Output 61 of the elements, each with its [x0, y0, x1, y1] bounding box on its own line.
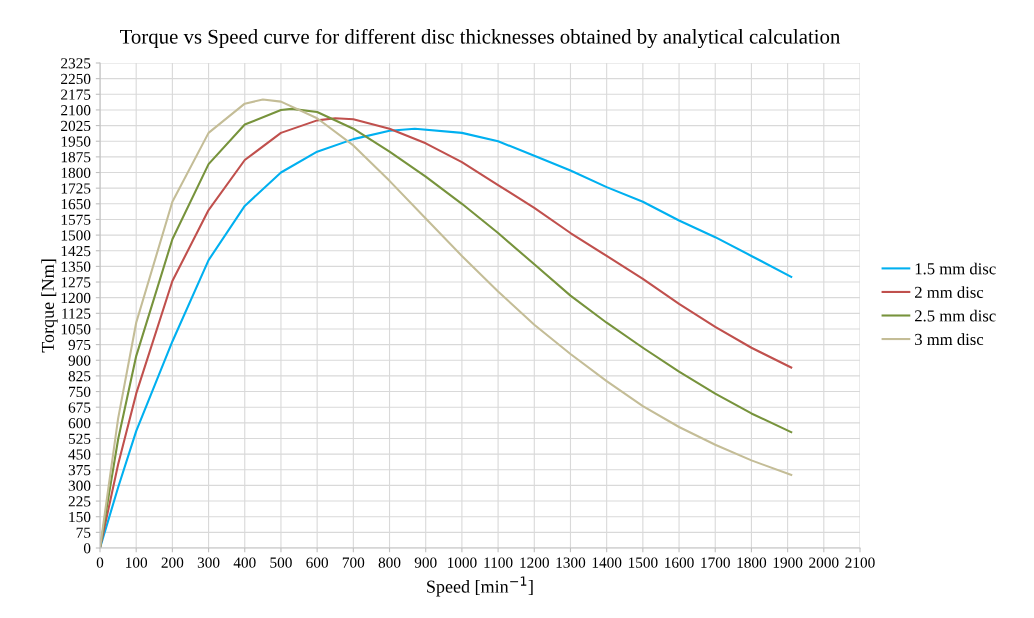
- x-tick-label: 300: [197, 557, 220, 568]
- x-tick-label: 2100: [845, 557, 875, 568]
- y-tick-label: 1050: [61, 324, 91, 335]
- y-tick-label: 2250: [61, 73, 91, 85]
- x-tick-label: 0: [96, 557, 104, 568]
- y-tick-label: 2100: [61, 105, 91, 116]
- y-tick-label: 1125: [62, 308, 91, 319]
- x-tick-label: 1300: [556, 557, 586, 568]
- y-tick-label: 75: [76, 527, 91, 538]
- y-tick-label: 975: [68, 339, 91, 351]
- y-tick-label: 2025: [61, 120, 91, 132]
- x-axis-title: Speed [min$^{−1}$]: [427, 576, 533, 597]
- x-tick-label: 1700: [701, 557, 730, 568]
- y-axis-title: Torque [Nm]: [41, 259, 58, 353]
- legend-label: 3 mm disc: [915, 333, 984, 346]
- y-tick-label: 2175: [61, 89, 91, 100]
- x-tick-label: 1100: [484, 557, 513, 568]
- y-tick-label: 1650: [61, 198, 91, 210]
- chart-title: Torque vs Speed curve for different disc thicknesses obtained by analytical calculation: [120, 28, 841, 49]
- y-tick-label: 1800: [61, 167, 91, 178]
- x-tick-label: 1600: [665, 557, 694, 568]
- y-tick-label: 225: [68, 496, 91, 507]
- x-tick-label: 1900: [773, 557, 803, 568]
- y-tick-label: 450: [68, 449, 91, 460]
- x-tick-label: 1800: [737, 557, 767, 568]
- y-tick-label: 1200: [61, 292, 91, 304]
- legend-label: 2.5 mm disc: [915, 309, 996, 322]
- y-tick-label: 300: [68, 480, 91, 491]
- y-tick-label: 1500: [61, 230, 91, 241]
- x-tick-label: 800: [378, 557, 401, 568]
- x-tick-label: 1000: [447, 557, 477, 568]
- x-tick-label: 900: [414, 557, 437, 568]
- y-tick-label: 1875: [61, 152, 91, 163]
- x-tick-label: 2000: [809, 557, 839, 568]
- x-tick-label: 700: [342, 557, 365, 568]
- y-tick-label: 1275: [61, 277, 91, 288]
- y-tick-label: 1425: [61, 245, 91, 257]
- legend-label: 1.5 mm disc: [915, 262, 996, 275]
- x-tick-label: 600: [306, 557, 329, 568]
- y-tick-label: 1575: [61, 214, 91, 225]
- x-tick-label: 100: [126, 557, 148, 568]
- y-tick-label: 150: [69, 511, 91, 523]
- x-tick-label: 200: [161, 557, 184, 568]
- y-tick-label: 375: [68, 464, 91, 476]
- y-tick-label: 1725: [61, 183, 91, 194]
- y-tick-label: 1350: [61, 261, 91, 272]
- y-tick-label: 2325: [61, 58, 91, 69]
- legend-label: 2 mm disc: [915, 286, 984, 298]
- x-tick-label: 500: [270, 557, 292, 568]
- x-tick-label: 1400: [592, 557, 622, 568]
- x-tick-label: 400: [233, 557, 256, 568]
- y-tick-label: 0: [83, 543, 91, 554]
- y-tick-label: 525: [68, 433, 91, 444]
- x-tick-label: 1500: [628, 557, 658, 568]
- y-tick-label: 675: [68, 402, 91, 413]
- y-tick-label: 1950: [61, 136, 91, 147]
- y-tick-label: 825: [68, 371, 91, 382]
- x-tick-label: 1200: [520, 557, 549, 568]
- y-tick-label: 900: [68, 355, 91, 366]
- y-tick-label: 600: [68, 417, 91, 429]
- y-tick-label: 750: [69, 386, 91, 397]
